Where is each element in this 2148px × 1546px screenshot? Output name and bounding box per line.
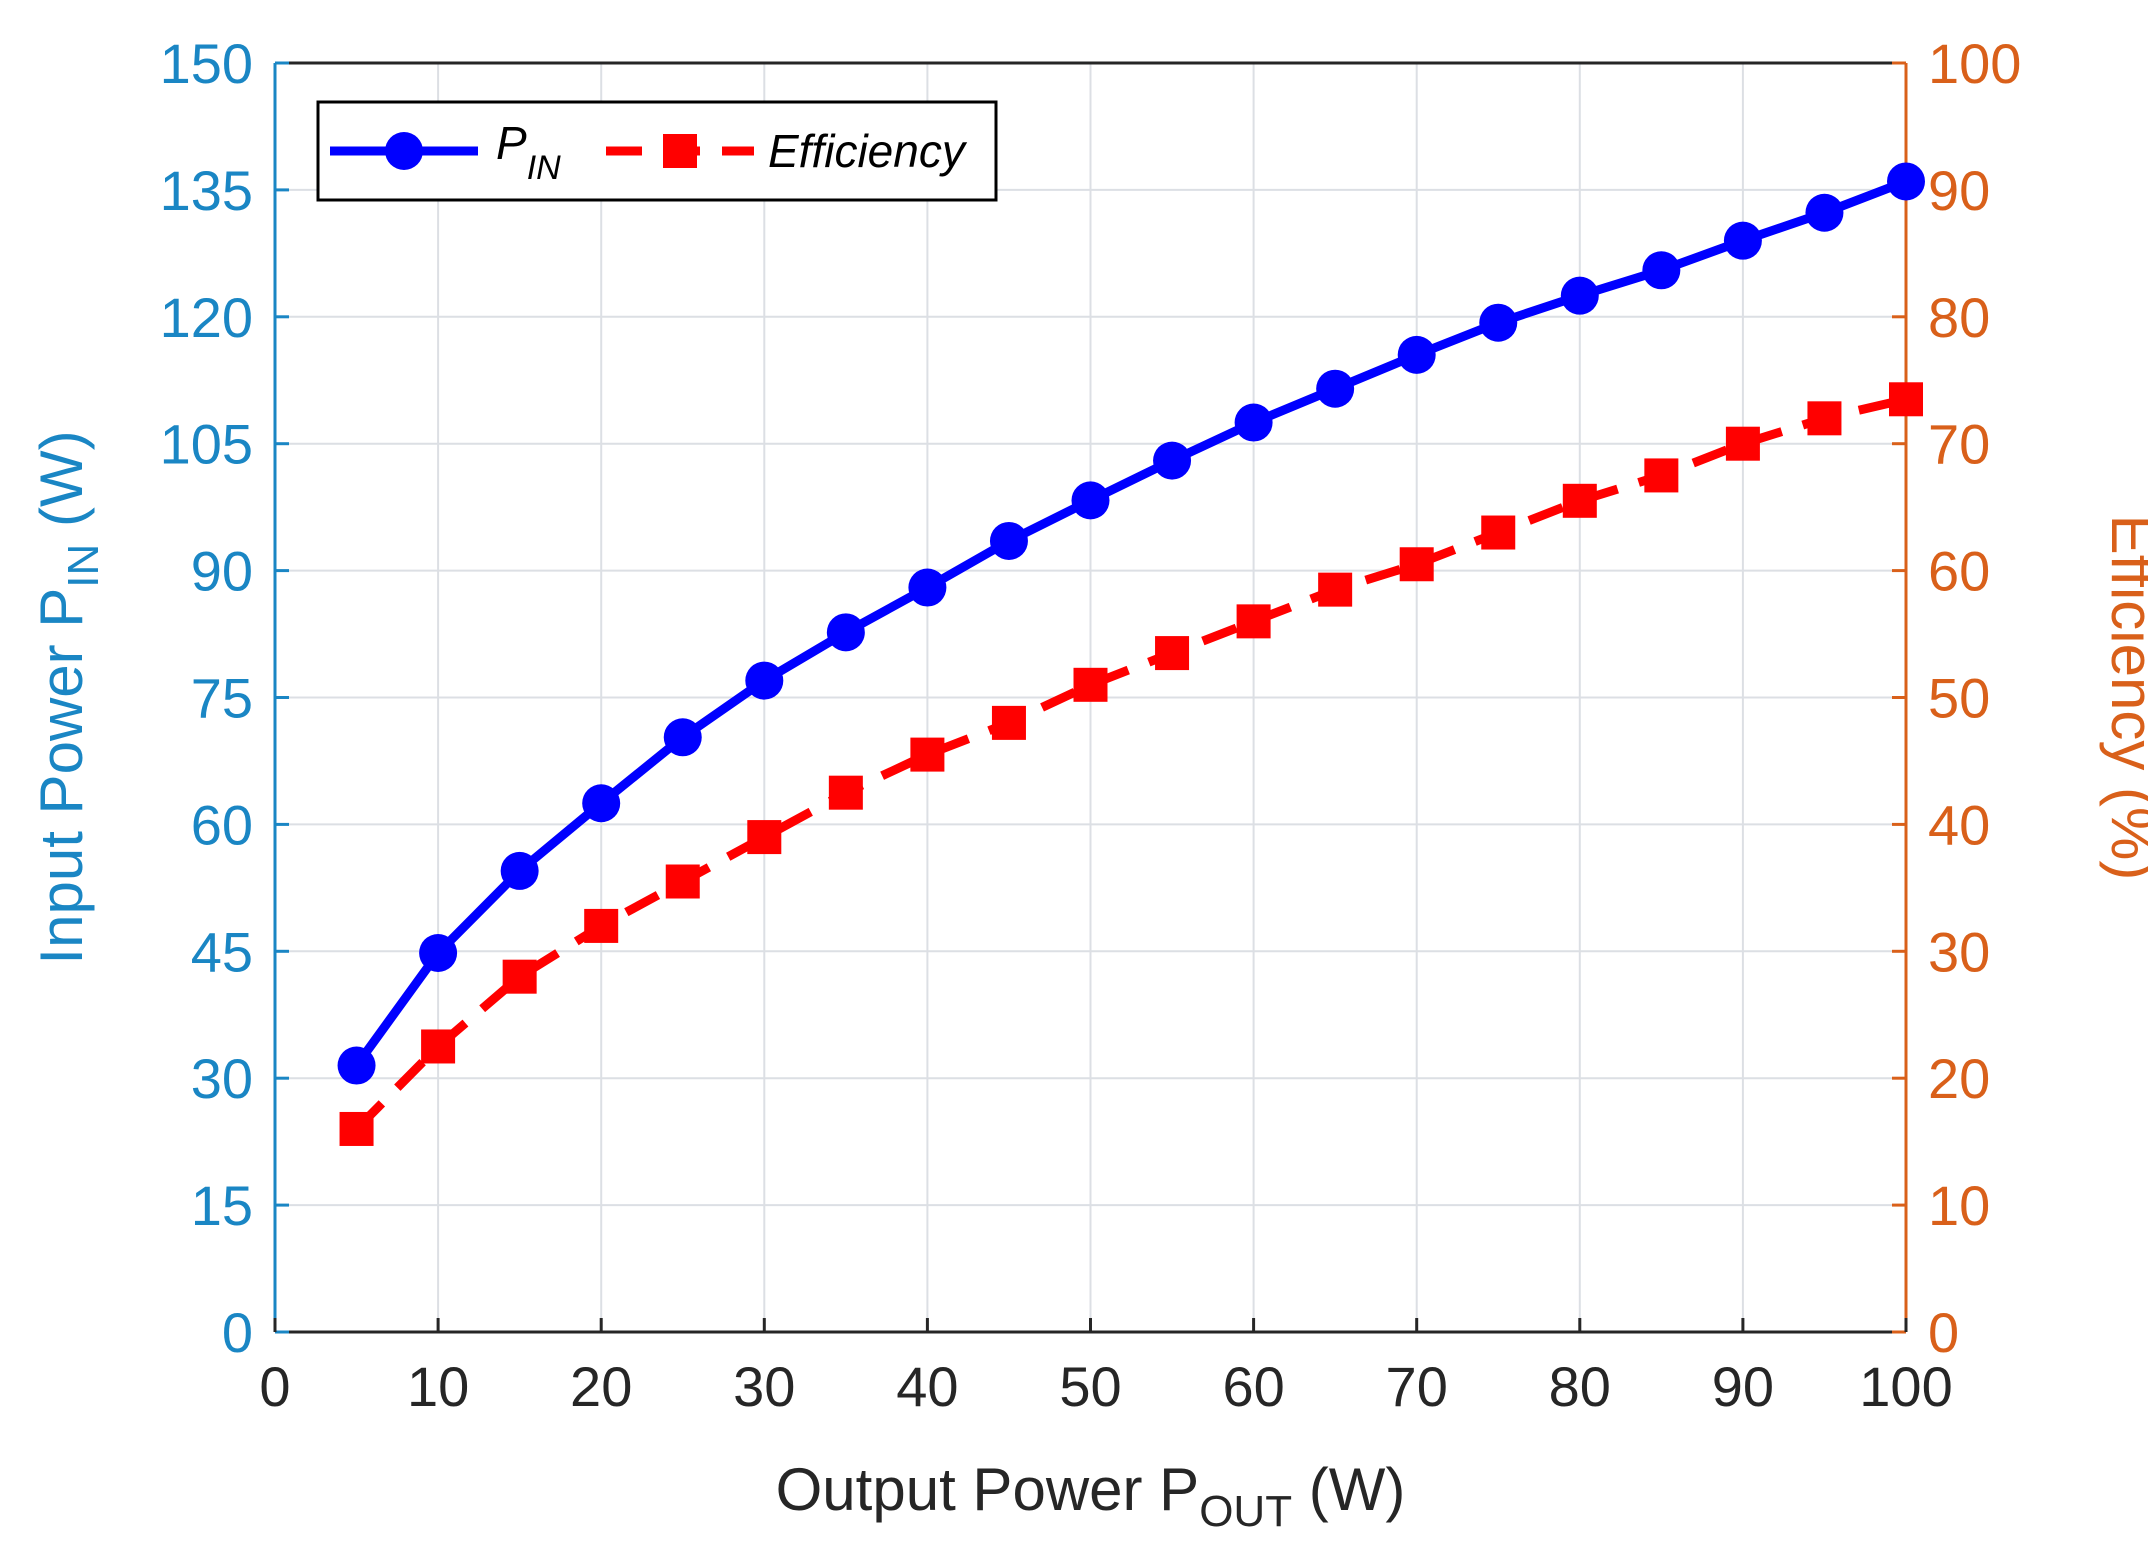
data-point-pin	[1316, 369, 1355, 408]
data-point-efficiency	[1562, 483, 1597, 518]
right-tick-label: 100	[1928, 32, 2021, 95]
series	[337, 162, 1925, 1146]
right-tick-label: 80	[1928, 286, 1990, 349]
x-axis-ticks: 0 10 20 30 40 50 60 70 80 90 100	[259, 1318, 1953, 1418]
data-point-pin	[989, 521, 1028, 560]
left-tick-label: 150	[160, 32, 253, 95]
x-axis-label: Output Power POUT (W)	[776, 1456, 1406, 1536]
x-tick-label: 80	[1549, 1355, 1611, 1418]
data-point-efficiency	[1236, 604, 1271, 639]
right-tick-label: 30	[1928, 920, 1990, 983]
data-point-pin	[908, 568, 947, 607]
data-point-pin	[1153, 441, 1192, 480]
x-tick-label: 0	[259, 1355, 290, 1418]
left-tick-label: 45	[191, 920, 253, 983]
left-tick-label: 120	[160, 286, 253, 349]
data-point-efficiency	[339, 1111, 374, 1146]
data-point-efficiency	[991, 705, 1026, 740]
data-point-efficiency	[1807, 401, 1842, 436]
data-point-pin	[1723, 221, 1762, 260]
right-axis-ticks: 0 10 20 30 40 50 60 70 80 90 100	[1892, 32, 2021, 1364]
x-tick-label: 10	[407, 1355, 469, 1418]
data-point-efficiency	[747, 820, 782, 855]
left-y-axis-label: Input Power PIN (W)	[28, 430, 108, 964]
data-point-pin	[663, 718, 702, 757]
right-tick-label: 40	[1928, 793, 1990, 856]
legend-label-pin: PIN	[496, 117, 561, 187]
right-tick-label: 20	[1928, 1047, 1990, 1110]
data-point-pin	[1234, 403, 1273, 442]
data-point-pin	[582, 784, 621, 823]
data-point-efficiency	[502, 959, 537, 994]
left-tick-label: 90	[191, 540, 253, 603]
data-point-pin	[1071, 481, 1110, 520]
x-tick-label: 50	[1059, 1355, 1121, 1418]
left-tick-label: 60	[191, 793, 253, 856]
x-tick-label: 20	[570, 1355, 632, 1418]
data-point-pin	[1805, 193, 1844, 232]
legend-marker-pin	[385, 132, 423, 170]
data-point-pin	[1887, 162, 1925, 201]
data-point-pin	[1642, 251, 1681, 290]
legend-marker-efficiency	[663, 134, 697, 168]
x-tick-label: 30	[733, 1355, 795, 1418]
data-point-efficiency	[1725, 426, 1760, 461]
x-tick-label: 90	[1712, 1355, 1774, 1418]
data-point-efficiency	[1155, 636, 1190, 671]
data-point-pin	[500, 851, 539, 890]
data-point-efficiency	[584, 908, 619, 943]
right-y-axis-label: Efficiency (%)	[2099, 515, 2148, 881]
left-tick-label: 105	[160, 413, 253, 476]
legend: PIN Efficiency	[316, 100, 998, 202]
right-tick-label: 60	[1928, 540, 1990, 603]
legend-label-efficiency: Efficiency	[768, 125, 968, 177]
left-tick-label: 30	[191, 1047, 253, 1110]
legend-box	[316, 100, 998, 202]
data-point-efficiency	[828, 775, 863, 810]
data-point-efficiency	[1399, 547, 1434, 582]
right-tick-label: 10	[1928, 1174, 1990, 1237]
data-point-efficiency	[1073, 667, 1108, 702]
data-point-pin	[419, 933, 458, 972]
data-point-pin	[1397, 335, 1436, 374]
x-tick-label: 100	[1859, 1355, 1952, 1418]
right-tick-label: 50	[1928, 667, 1990, 730]
series-line-efficiency	[353, 394, 1908, 1133]
data-point-efficiency	[421, 1029, 456, 1064]
data-point-efficiency	[665, 864, 700, 899]
x-tick-label: 40	[896, 1355, 958, 1418]
data-point-pin	[1479, 303, 1518, 342]
left-tick-label: 135	[160, 159, 253, 222]
data-point-efficiency	[1889, 382, 1923, 417]
right-tick-label: 90	[1928, 159, 1990, 222]
left-tick-label: 75	[191, 667, 253, 730]
left-axis-ticks: 0 15 30 45 60 75 90 105 120 135 150	[160, 32, 289, 1364]
data-point-pin	[337, 1046, 376, 1085]
data-point-efficiency	[1644, 458, 1679, 493]
data-point-efficiency	[1481, 515, 1516, 550]
right-tick-label: 70	[1928, 413, 1990, 476]
data-point-pin	[826, 613, 865, 652]
data-point-efficiency	[910, 737, 945, 772]
right-tick-label: 0	[1928, 1301, 1959, 1364]
data-point-efficiency	[1318, 572, 1353, 607]
x-tick-label: 70	[1386, 1355, 1448, 1418]
left-tick-label: 0	[222, 1301, 253, 1364]
data-point-pin	[1560, 276, 1599, 315]
x-tick-label: 60	[1222, 1355, 1284, 1418]
data-point-pin	[745, 661, 784, 700]
left-tick-label: 15	[191, 1174, 253, 1237]
